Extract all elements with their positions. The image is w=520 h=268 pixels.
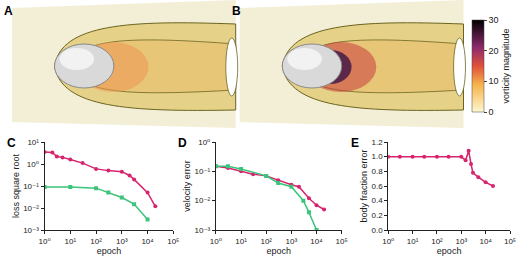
svg-text:1.0: 1.0 — [372, 152, 384, 161]
svg-text:10: 10 — [489, 76, 499, 86]
svg-text:10⁰: 10⁰ — [39, 237, 51, 246]
svg-text:10⁻³: 10⁻³ — [195, 226, 211, 235]
svg-text:10¹: 10¹ — [235, 237, 247, 246]
svg-text:10²: 10² — [260, 237, 272, 246]
svg-text:0.0: 0.0 — [372, 226, 384, 235]
svg-text:10⁴: 10⁴ — [310, 237, 323, 246]
svg-text:10⁰: 10⁰ — [27, 160, 39, 169]
svg-text:0.8: 0.8 — [372, 167, 384, 176]
svg-text:10¹: 10¹ — [407, 237, 419, 246]
svg-text:30: 30 — [489, 15, 499, 25]
svg-text:10⁻²: 10⁻² — [195, 196, 211, 205]
svg-text:10⁻¹: 10⁻¹ — [23, 182, 39, 191]
svg-text:20: 20 — [489, 46, 499, 56]
svg-text:B: B — [232, 4, 241, 18]
svg-text:10⁰: 10⁰ — [210, 237, 222, 246]
svg-text:10¹: 10¹ — [65, 237, 77, 246]
svg-text:10⁴: 10⁴ — [480, 237, 493, 246]
svg-text:E: E — [351, 136, 359, 150]
svg-text:10¹: 10¹ — [27, 138, 39, 147]
svg-text:epoch: epoch — [437, 246, 462, 256]
svg-text:10⁻²: 10⁻² — [23, 204, 39, 213]
svg-text:body fraction error: body fraction error — [359, 149, 369, 222]
svg-text:D: D — [178, 136, 187, 150]
svg-text:10⁵: 10⁵ — [336, 237, 348, 246]
svg-text:0.4: 0.4 — [372, 196, 384, 205]
svg-text:10²: 10² — [431, 237, 443, 246]
svg-text:velocity error: velocity error — [182, 160, 192, 212]
svg-text:A: A — [4, 4, 13, 18]
svg-text:C: C — [7, 136, 16, 150]
svg-text:vorticity magnitude: vorticity magnitude — [501, 28, 511, 103]
svg-text:0.2: 0.2 — [372, 211, 384, 220]
svg-text:epoch: epoch — [97, 246, 122, 256]
svg-text:10⁻¹: 10⁻¹ — [195, 167, 211, 176]
svg-text:10⁰: 10⁰ — [198, 138, 210, 147]
svg-text:10⁵: 10⁵ — [504, 237, 516, 246]
svg-text:10³: 10³ — [286, 237, 298, 246]
svg-text:loss square root: loss square root — [11, 153, 21, 218]
svg-text:0: 0 — [489, 107, 494, 117]
svg-text:10⁻³: 10⁻³ — [23, 226, 39, 235]
svg-text:10³: 10³ — [116, 237, 128, 246]
svg-text:10³: 10³ — [456, 237, 468, 246]
svg-text:0.6: 0.6 — [372, 182, 384, 191]
svg-text:1.2: 1.2 — [372, 138, 384, 147]
svg-text:10⁵: 10⁵ — [167, 237, 179, 246]
svg-text:10²: 10² — [90, 237, 102, 246]
svg-text:epoch: epoch — [267, 246, 292, 256]
svg-text:10⁰: 10⁰ — [382, 237, 394, 246]
svg-text:10⁴: 10⁴ — [141, 237, 154, 246]
